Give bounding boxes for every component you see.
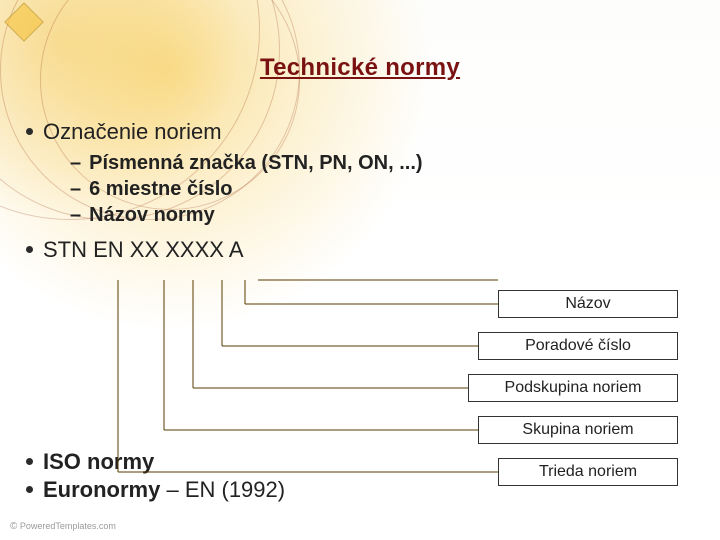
bullet-text: Označenie noriem [43,118,222,146]
bullet-text: Euronormy – EN (1992) [43,476,285,504]
bullet-dot-icon [26,128,33,135]
copyright-icon: © [10,521,17,532]
dash-icon: – [70,176,81,202]
sub-bullet-item: – Názov normy [70,202,694,228]
dash-icon: – [70,202,81,228]
sub-bullet-item: – Písmenná značka (STN, PN, ON, ...) [70,150,694,176]
diagram-label-l1: Poradové číslo [478,332,678,360]
bullet-dot-icon [26,458,33,465]
sub-bullet-text: Písmenná značka (STN, PN, ON, ...) [89,150,422,176]
bullet-dot-icon [26,486,33,493]
bullet-euronormy: Euronormy – EN (1992) [26,476,285,504]
bullet-oznacenie: Označenie noriem [26,118,694,146]
footer-text: PoweredTemplates.com [20,521,116,531]
bullet-text: ISO normy [43,448,154,476]
bottom-bullets: ISO normy Euronormy – EN (1992) [26,448,285,503]
bullet-iso: ISO normy [26,448,285,476]
diagram-label-l3: Skupina noriem [478,416,678,444]
sub-bullets: – Písmenná značka (STN, PN, ON, ...) – 6… [70,150,694,228]
diagram-label-l0: Názov [498,290,678,318]
diagram-label-l2: Podskupina noriem [468,374,678,402]
dash-icon: – [70,150,81,176]
slide-title: Technické normy [0,54,720,82]
diagram-label-l4: Trieda noriem [498,458,678,486]
norm-code-example: STN EN XX XXXX A [43,236,244,264]
bullet-code: STN EN XX XXXX A [26,236,694,264]
sub-bullet-text: Názov normy [89,202,215,228]
sub-bullet-text: 6 miestne číslo [89,176,232,202]
sub-bullet-item: – 6 miestne číslo [70,176,694,202]
slide-content: Technické normy Označenie noriem – Písme… [0,0,720,540]
content-block: Označenie noriem – Písmenná značka (STN,… [26,118,694,267]
footer-credit: © PoweredTemplates.com [10,521,116,532]
bullet-dot-icon [26,246,33,253]
